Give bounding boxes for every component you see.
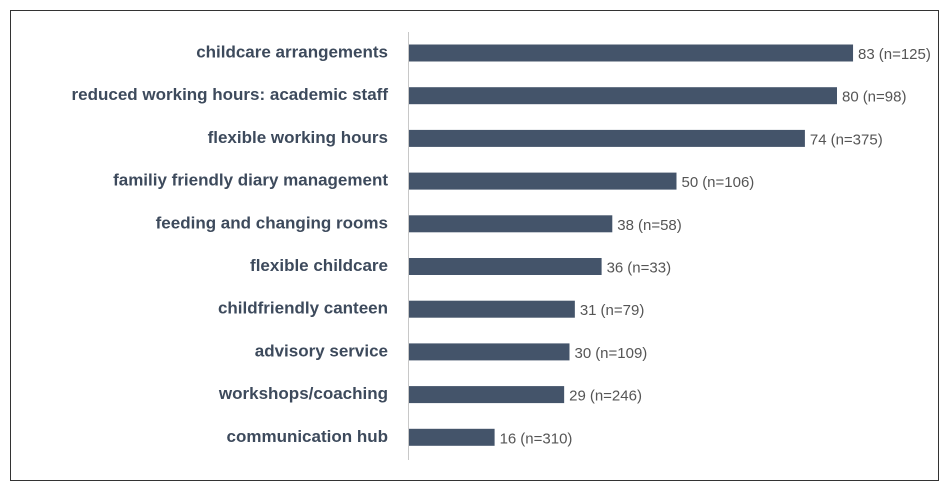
annotation: (n=375) (831, 131, 883, 148)
value-label: 16 (500, 430, 517, 447)
annotation: (n=246) (590, 388, 642, 405)
annotation: (n=98) (863, 89, 907, 106)
bar (409, 343, 570, 361)
value-label: 80 (842, 89, 859, 106)
category-label: childcare arrangements (196, 42, 388, 61)
category-label: flexible childcare (250, 256, 388, 275)
value-label: 36 (607, 259, 624, 276)
category-label: childfriendly canteen (218, 299, 388, 318)
bar (409, 258, 602, 275)
value-label: 29 (569, 388, 586, 405)
category-label: feeding and changing rooms (156, 213, 388, 232)
category-label: familiy friendly diary management (113, 171, 388, 190)
value-label: 38 (617, 217, 634, 234)
bar (409, 172, 677, 190)
bar (409, 215, 613, 233)
value-label: 74 (810, 131, 827, 148)
value-label: 30 (575, 345, 592, 362)
bar (409, 44, 854, 62)
annotation: (n=125) (879, 46, 931, 63)
category-label: advisory service (255, 341, 388, 360)
annotation: (n=58) (638, 217, 682, 234)
bar (409, 300, 575, 318)
value-label: 83 (858, 46, 875, 63)
category-label: communication hub (227, 427, 389, 446)
category-label: workshops/coaching (218, 384, 388, 403)
bar (409, 87, 837, 105)
annotation: (n=109) (595, 345, 647, 362)
annotation: (n=79) (601, 302, 645, 319)
bar (409, 428, 495, 446)
annotation: (n=33) (627, 259, 671, 276)
category-label: reduced working hours: academic staff (72, 85, 389, 104)
annotation: (n=310) (520, 430, 572, 447)
category-label: flexible working hours (208, 128, 388, 147)
value-label: 50 (682, 174, 699, 191)
bar (409, 129, 805, 147)
frame (10, 10, 939, 481)
value-label: 31 (580, 302, 597, 319)
annotation: (n=106) (702, 174, 754, 191)
bar (409, 386, 565, 404)
